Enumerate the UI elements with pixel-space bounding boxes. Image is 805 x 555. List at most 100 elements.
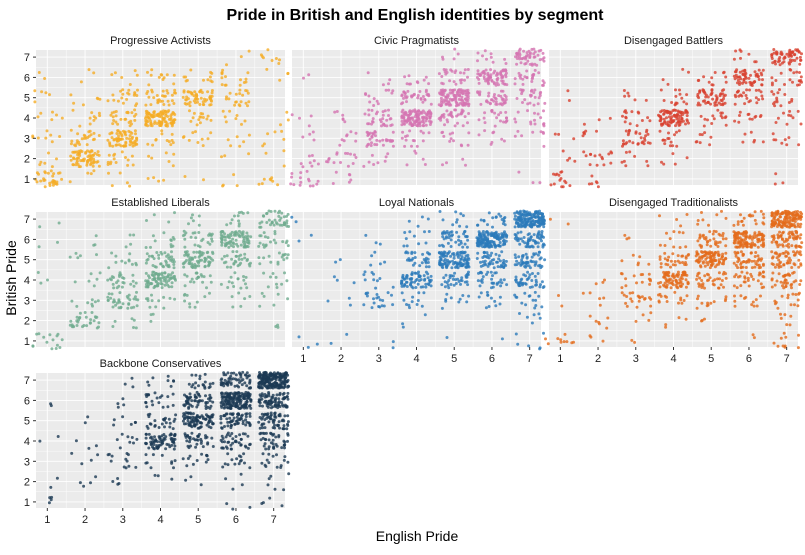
data-point <box>115 144 118 147</box>
data-point <box>171 133 174 136</box>
data-point <box>79 254 82 257</box>
data-point <box>239 305 242 308</box>
data-point <box>229 233 232 236</box>
data-point <box>301 165 304 168</box>
data-point <box>205 98 208 101</box>
data-point <box>485 58 488 61</box>
data-point <box>414 286 417 289</box>
data-point <box>146 461 149 464</box>
data-point <box>670 141 673 144</box>
data-point <box>788 110 791 113</box>
data-point <box>737 220 740 223</box>
data-point <box>537 242 540 245</box>
data-point <box>623 160 626 163</box>
data-point <box>442 245 445 248</box>
data-point <box>760 83 763 86</box>
data-point <box>115 161 118 164</box>
data-point <box>667 256 670 259</box>
data-point <box>421 261 424 264</box>
data-point <box>749 213 752 216</box>
data-point <box>200 251 203 254</box>
data-point <box>47 172 50 175</box>
data-point <box>745 94 748 97</box>
data-point <box>503 140 506 143</box>
data-point <box>184 284 187 287</box>
data-point <box>389 118 392 121</box>
data-point <box>243 257 246 260</box>
data-point <box>491 262 494 265</box>
data-point <box>455 231 458 234</box>
data-point <box>485 69 488 72</box>
data-point <box>557 294 560 297</box>
data-point <box>427 82 430 85</box>
data-point <box>502 259 505 262</box>
data-point <box>563 180 566 183</box>
data-point <box>734 305 737 308</box>
data-point <box>521 254 524 257</box>
data-point <box>187 253 190 256</box>
data-point <box>118 306 121 309</box>
data-point <box>106 296 109 299</box>
data-point <box>737 90 740 93</box>
data-point <box>413 235 416 238</box>
data-point <box>485 273 488 276</box>
data-point <box>757 246 760 249</box>
data-point <box>111 184 114 187</box>
data-point <box>153 122 156 125</box>
data-point <box>785 323 788 326</box>
data-point <box>228 280 231 283</box>
data-point <box>756 305 759 308</box>
data-point <box>364 270 367 273</box>
data-point <box>696 297 699 300</box>
data-point <box>52 172 55 175</box>
data-point <box>118 291 121 294</box>
data-point <box>183 246 186 249</box>
data-point <box>495 215 498 218</box>
data-point <box>283 165 286 168</box>
data-point <box>422 285 425 288</box>
data-point <box>422 95 425 98</box>
data-point <box>677 254 680 257</box>
data-point <box>525 214 528 217</box>
data-point <box>207 115 210 118</box>
data-point <box>479 103 482 106</box>
data-point <box>738 114 741 117</box>
data-point <box>160 280 163 283</box>
data-point <box>131 136 134 139</box>
data-point <box>515 222 518 225</box>
data-point <box>362 303 365 306</box>
data-point <box>622 143 625 146</box>
x-axis-label: English Pride <box>376 528 459 544</box>
data-point <box>392 145 395 148</box>
data-point <box>515 234 518 237</box>
x-tick-label: 7 <box>527 353 533 365</box>
data-point <box>461 255 464 258</box>
data-point <box>441 231 444 234</box>
data-point <box>482 264 485 267</box>
data-point <box>709 136 712 139</box>
data-point <box>37 271 40 274</box>
data-point <box>483 75 486 78</box>
data-point <box>274 210 277 213</box>
data-point <box>539 317 542 320</box>
data-point <box>773 342 776 345</box>
data-point <box>746 245 749 248</box>
data-point <box>450 137 453 140</box>
data-point <box>230 258 233 261</box>
data-point <box>229 222 232 225</box>
data-point <box>387 89 390 92</box>
data-point <box>747 113 750 116</box>
data-point <box>123 466 126 469</box>
data-point <box>748 259 751 262</box>
data-point <box>466 76 469 79</box>
data-point <box>201 281 204 284</box>
data-point <box>743 217 746 220</box>
data-point <box>132 442 135 445</box>
data-point <box>774 266 777 269</box>
data-point <box>456 218 459 221</box>
data-point <box>453 261 456 264</box>
data-point <box>589 315 592 318</box>
data-point <box>714 251 717 254</box>
data-point <box>486 223 489 226</box>
data-point <box>152 453 155 456</box>
